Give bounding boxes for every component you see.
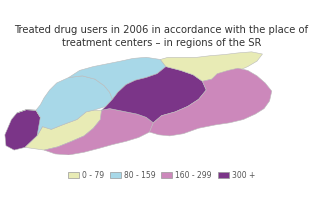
Polygon shape	[161, 52, 263, 81]
Polygon shape	[5, 110, 43, 150]
Polygon shape	[44, 109, 153, 155]
Polygon shape	[101, 67, 206, 123]
Polygon shape	[17, 110, 101, 150]
Title: Treated drug users in 2006 in accordance with the place of
treatment centers – i: Treated drug users in 2006 in accordance…	[15, 25, 308, 48]
Polygon shape	[69, 57, 166, 99]
Legend: 0 - 79, 80 - 159, 160 - 299, 300 +: 0 - 79, 80 - 159, 160 - 299, 300 +	[65, 167, 258, 183]
Polygon shape	[150, 68, 272, 136]
Polygon shape	[36, 76, 112, 136]
